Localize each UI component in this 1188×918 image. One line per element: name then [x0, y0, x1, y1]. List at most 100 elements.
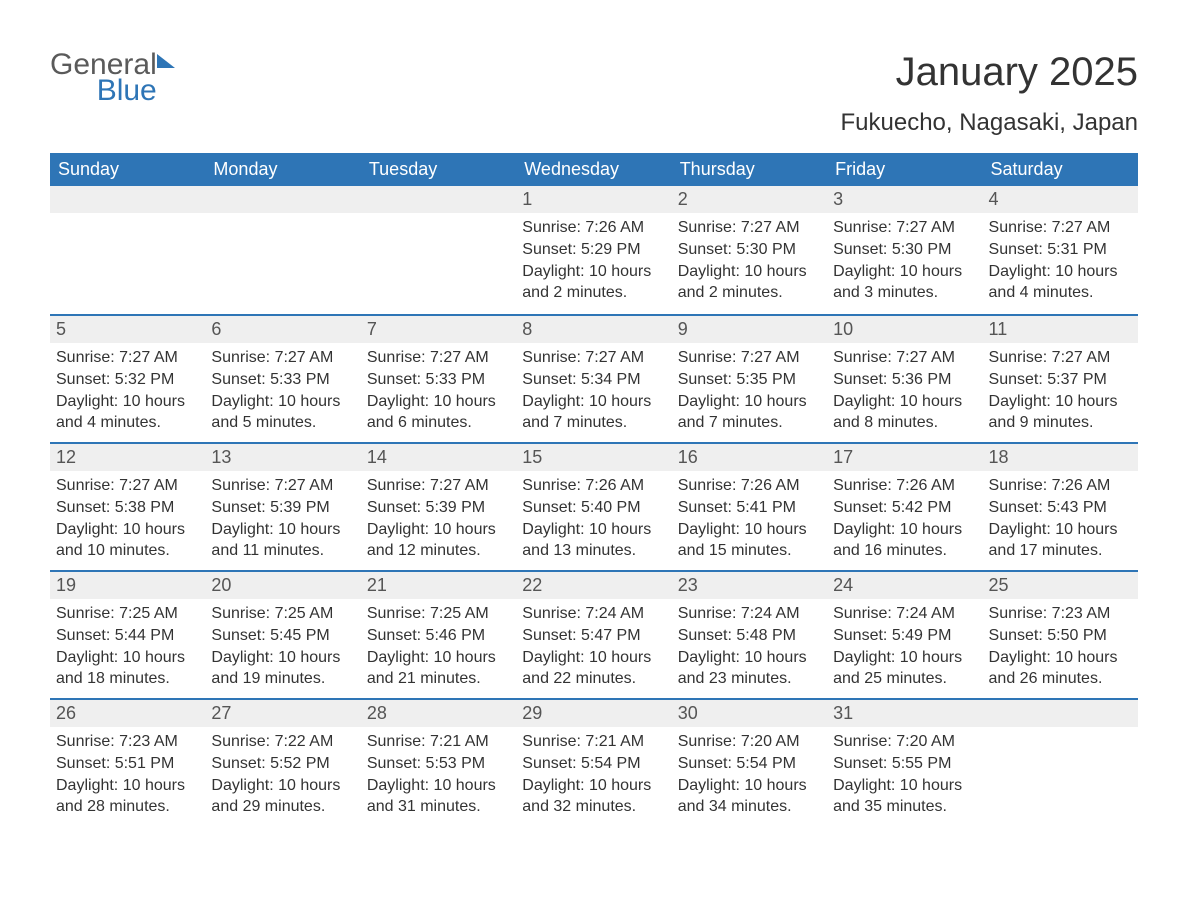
day-details: Sunrise: 7:22 AMSunset: 5:52 PMDaylight:…	[205, 727, 360, 817]
day-sunset: Sunset: 5:30 PM	[678, 239, 821, 261]
day-sunrise: Sunrise: 7:20 AM	[833, 731, 976, 753]
day-daylight2: and 2 minutes.	[522, 282, 665, 304]
day-sunset: Sunset: 5:32 PM	[56, 369, 199, 391]
weekday-header: Wednesday	[516, 153, 671, 186]
day-sunset: Sunset: 5:33 PM	[367, 369, 510, 391]
day-details: Sunrise: 7:20 AMSunset: 5:55 PMDaylight:…	[827, 727, 982, 817]
day-sunrise: Sunrise: 7:21 AM	[522, 731, 665, 753]
day-daylight2: and 19 minutes.	[211, 668, 354, 690]
day-daylight2: and 18 minutes.	[56, 668, 199, 690]
day-details: Sunrise: 7:27 AMSunset: 5:39 PMDaylight:…	[361, 471, 516, 561]
calendar-cell: 1Sunrise: 7:26 AMSunset: 5:29 PMDaylight…	[516, 186, 671, 314]
day-daylight2: and 11 minutes.	[211, 540, 354, 562]
day-number: 16	[672, 442, 827, 471]
day-daylight2: and 4 minutes.	[56, 412, 199, 434]
day-number: 21	[361, 570, 516, 599]
day-daylight1: Daylight: 10 hours	[367, 391, 510, 413]
calendar-cell: 28Sunrise: 7:21 AMSunset: 5:53 PMDayligh…	[361, 698, 516, 826]
header: General Blue January 2025 Fukuecho, Naga…	[50, 50, 1138, 147]
day-number: 25	[983, 570, 1138, 599]
day-daylight1: Daylight: 10 hours	[522, 647, 665, 669]
calendar-cell: 30Sunrise: 7:20 AMSunset: 5:54 PMDayligh…	[672, 698, 827, 826]
day-sunrise: Sunrise: 7:24 AM	[833, 603, 976, 625]
day-daylight2: and 13 minutes.	[522, 540, 665, 562]
day-daylight2: and 7 minutes.	[522, 412, 665, 434]
day-details: Sunrise: 7:26 AMSunset: 5:43 PMDaylight:…	[983, 471, 1138, 561]
day-sunset: Sunset: 5:52 PM	[211, 753, 354, 775]
day-sunrise: Sunrise: 7:23 AM	[56, 731, 199, 753]
day-daylight1: Daylight: 10 hours	[522, 519, 665, 541]
day-number: 20	[205, 570, 360, 599]
day-number: 6	[205, 314, 360, 343]
day-number: 11	[983, 314, 1138, 343]
day-sunrise: Sunrise: 7:26 AM	[989, 475, 1132, 497]
day-daylight2: and 25 minutes.	[833, 668, 976, 690]
day-daylight1: Daylight: 10 hours	[833, 647, 976, 669]
day-number: 3	[827, 186, 982, 213]
weekday-header: Sunday	[50, 153, 205, 186]
day-daylight1: Daylight: 10 hours	[989, 647, 1132, 669]
title-block: January 2025 Fukuecho, Nagasaki, Japan	[840, 50, 1138, 147]
day-number: 15	[516, 442, 671, 471]
day-details: Sunrise: 7:27 AMSunset: 5:30 PMDaylight:…	[827, 213, 982, 303]
day-daylight1: Daylight: 10 hours	[522, 261, 665, 283]
day-details: Sunrise: 7:24 AMSunset: 5:47 PMDaylight:…	[516, 599, 671, 689]
day-sunset: Sunset: 5:31 PM	[989, 239, 1132, 261]
day-sunset: Sunset: 5:30 PM	[833, 239, 976, 261]
day-daylight1: Daylight: 10 hours	[367, 647, 510, 669]
day-sunset: Sunset: 5:39 PM	[211, 497, 354, 519]
day-details: Sunrise: 7:21 AMSunset: 5:54 PMDaylight:…	[516, 727, 671, 817]
calendar-cell: 8Sunrise: 7:27 AMSunset: 5:34 PMDaylight…	[516, 314, 671, 442]
day-number-blank	[361, 186, 516, 213]
day-number: 8	[516, 314, 671, 343]
day-sunset: Sunset: 5:47 PM	[522, 625, 665, 647]
calendar-cell: 29Sunrise: 7:21 AMSunset: 5:54 PMDayligh…	[516, 698, 671, 826]
calendar-cell: 27Sunrise: 7:22 AMSunset: 5:52 PMDayligh…	[205, 698, 360, 826]
day-details: Sunrise: 7:27 AMSunset: 5:39 PMDaylight:…	[205, 471, 360, 561]
day-sunrise: Sunrise: 7:27 AM	[211, 347, 354, 369]
day-daylight2: and 22 minutes.	[522, 668, 665, 690]
day-daylight1: Daylight: 10 hours	[211, 647, 354, 669]
day-daylight1: Daylight: 10 hours	[522, 391, 665, 413]
calendar-week: 19Sunrise: 7:25 AMSunset: 5:44 PMDayligh…	[50, 570, 1138, 698]
day-daylight1: Daylight: 10 hours	[211, 391, 354, 413]
day-daylight2: and 2 minutes.	[678, 282, 821, 304]
day-sunrise: Sunrise: 7:27 AM	[522, 347, 665, 369]
day-daylight2: and 9 minutes.	[989, 412, 1132, 434]
day-details: Sunrise: 7:23 AMSunset: 5:50 PMDaylight:…	[983, 599, 1138, 689]
day-number: 29	[516, 698, 671, 727]
calendar-cell: 7Sunrise: 7:27 AMSunset: 5:33 PMDaylight…	[361, 314, 516, 442]
calendar-week: 5Sunrise: 7:27 AMSunset: 5:32 PMDaylight…	[50, 314, 1138, 442]
day-sunrise: Sunrise: 7:26 AM	[522, 475, 665, 497]
day-daylight1: Daylight: 10 hours	[211, 775, 354, 797]
day-sunrise: Sunrise: 7:21 AM	[367, 731, 510, 753]
calendar-week: 12Sunrise: 7:27 AMSunset: 5:38 PMDayligh…	[50, 442, 1138, 570]
day-sunrise: Sunrise: 7:26 AM	[678, 475, 821, 497]
day-sunset: Sunset: 5:42 PM	[833, 497, 976, 519]
day-details: Sunrise: 7:24 AMSunset: 5:48 PMDaylight:…	[672, 599, 827, 689]
day-number: 18	[983, 442, 1138, 471]
day-daylight2: and 17 minutes.	[989, 540, 1132, 562]
day-sunset: Sunset: 5:51 PM	[56, 753, 199, 775]
day-daylight1: Daylight: 10 hours	[989, 519, 1132, 541]
calendar-cell: 25Sunrise: 7:23 AMSunset: 5:50 PMDayligh…	[983, 570, 1138, 698]
day-details: Sunrise: 7:26 AMSunset: 5:29 PMDaylight:…	[516, 213, 671, 303]
brand-text: General Blue	[50, 50, 157, 106]
day-sunset: Sunset: 5:48 PM	[678, 625, 821, 647]
day-number: 31	[827, 698, 982, 727]
day-daylight1: Daylight: 10 hours	[678, 647, 821, 669]
day-details: Sunrise: 7:27 AMSunset: 5:32 PMDaylight:…	[50, 343, 205, 433]
day-daylight2: and 6 minutes.	[367, 412, 510, 434]
calendar-cell: 13Sunrise: 7:27 AMSunset: 5:39 PMDayligh…	[205, 442, 360, 570]
day-number: 23	[672, 570, 827, 599]
calendar-week: 26Sunrise: 7:23 AMSunset: 5:51 PMDayligh…	[50, 698, 1138, 826]
weekday-header: Monday	[205, 153, 360, 186]
day-sunset: Sunset: 5:38 PM	[56, 497, 199, 519]
day-sunrise: Sunrise: 7:23 AM	[989, 603, 1132, 625]
day-daylight1: Daylight: 10 hours	[678, 391, 821, 413]
day-sunrise: Sunrise: 7:20 AM	[678, 731, 821, 753]
day-sunset: Sunset: 5:53 PM	[367, 753, 510, 775]
day-sunset: Sunset: 5:43 PM	[989, 497, 1132, 519]
day-daylight1: Daylight: 10 hours	[833, 775, 976, 797]
day-number: 27	[205, 698, 360, 727]
